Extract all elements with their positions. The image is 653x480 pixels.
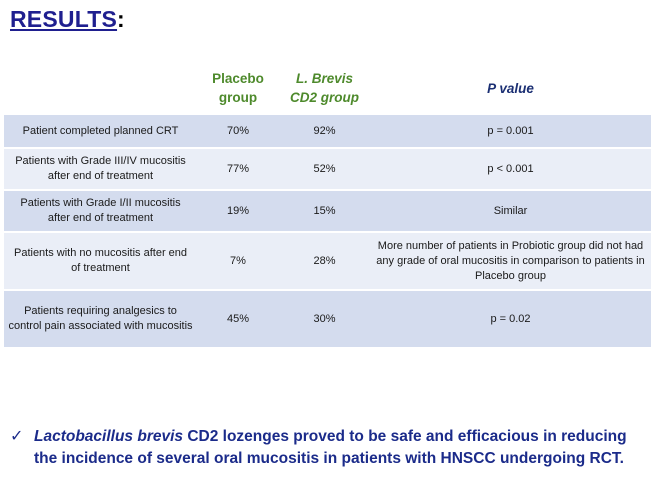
placebo-value: 45% [197,289,279,347]
conclusion-rest: CD2 lozenges proved to be safe and effic… [34,428,627,467]
table-row: Patient completed planned CRT 70% 92% p … [4,113,651,148]
header-cell-pvalue: P value [370,63,651,114]
header-cell-placebo: Placebo group [197,63,279,114]
p-value: p = 0.02 [370,289,651,347]
row-label: Patients requiring analgesics to control… [4,289,197,347]
conclusion-species: Lactobacillus brevis [34,428,184,445]
placebo-value: 19% [197,189,279,232]
results-heading: RESULTS: [10,6,125,33]
row-label: Patients with no mucositis after end of … [4,231,197,290]
p-value: p < 0.001 [370,147,651,190]
lbrevis-value: 52% [279,147,370,190]
table-row: Patients requiring analgesics to control… [4,289,651,347]
table-row: Patients with Grade I/II mucositis after… [4,189,651,232]
p-value: More number of patients in Probiotic gro… [370,231,651,290]
conclusion-bullet: ✓ Lactobacillus brevis CD2 lozenges prov… [10,426,642,470]
conclusion-text: Lactobacillus brevis CD2 lozenges proved… [34,426,642,470]
table-row: Patients with Grade III/IV mucositis aft… [4,147,651,190]
header-cell-lbrevis: L. Brevis CD2 group [279,63,370,114]
table-row: Patients with no mucositis after end of … [4,231,651,290]
row-label: Patients with Grade I/II mucositis after… [4,189,197,232]
lbrevis-value: 30% [279,289,370,347]
lbrevis-value: 15% [279,189,370,232]
results-table: Placebo group L. Brevis CD2 group P valu… [4,63,651,347]
lbrevis-value: 28% [279,231,370,290]
checkmark-icon: ✓ [10,428,24,445]
placebo-value: 77% [197,147,279,190]
p-value: p = 0.001 [370,113,651,148]
placebo-value: 7% [197,231,279,290]
lbrevis-value: 92% [279,113,370,148]
header-cell-blank [4,63,197,114]
placebo-value: 70% [197,113,279,148]
table-header-row: Placebo group L. Brevis CD2 group P valu… [4,63,651,114]
results-heading-word: RESULTS [10,6,118,32]
results-heading-colon: : [117,6,125,32]
p-value: Similar [370,189,651,232]
row-label: Patients with Grade III/IV mucositis aft… [4,147,197,190]
row-label: Patient completed planned CRT [4,113,197,148]
